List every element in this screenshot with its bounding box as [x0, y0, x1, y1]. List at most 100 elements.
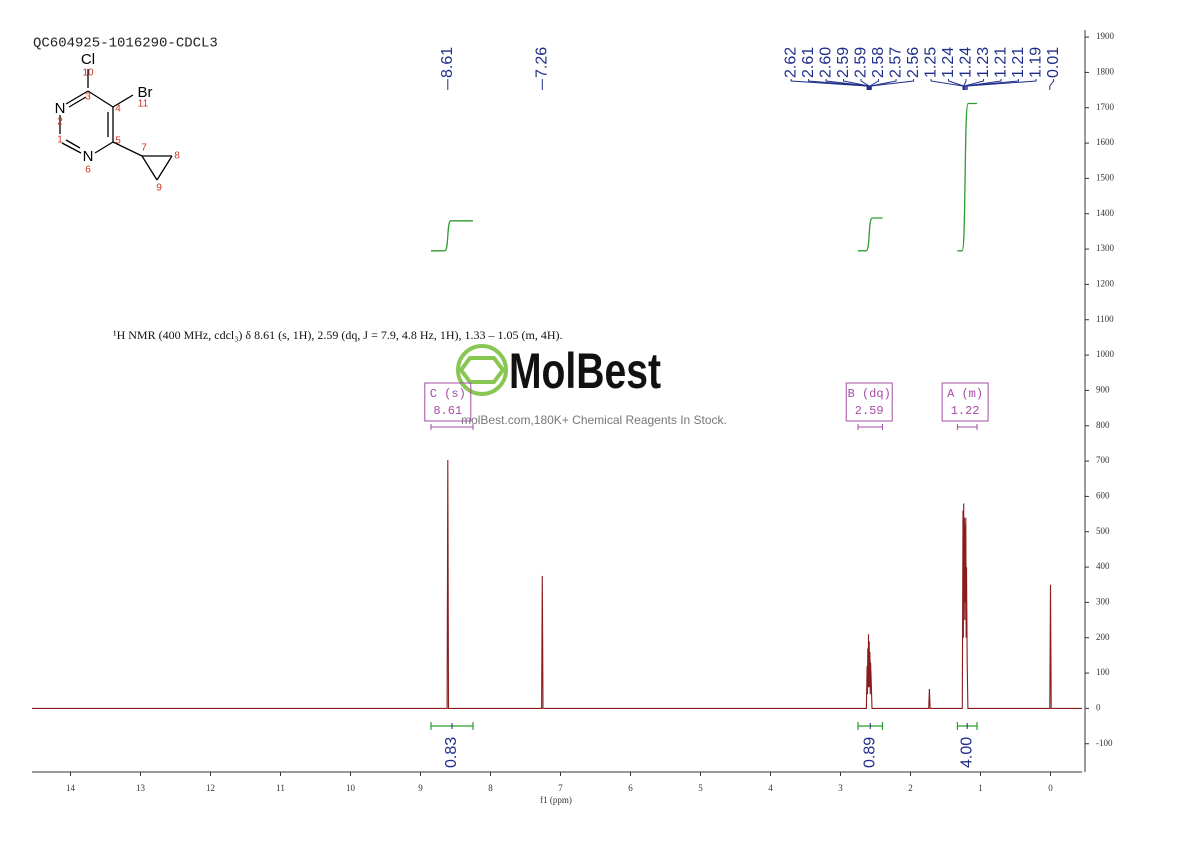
- annotation: ¹H NMR (400 MHz, cdcl₃) δ 8.61 (s, 1H), …: [113, 328, 563, 342]
- y-tick-label: 1400: [1096, 208, 1115, 218]
- y-tick-label: 1900: [1096, 31, 1115, 41]
- spectrum-line: [32, 460, 1082, 709]
- multiplet-box: [424, 382, 472, 422]
- bond: [141, 155, 158, 181]
- y-tick-label: 1100: [1096, 314, 1114, 324]
- peak-label: 1.19: [1027, 47, 1044, 78]
- x-tick-label: 12: [206, 783, 215, 793]
- integral-curve: [431, 220, 473, 252]
- peak-label: 2.59: [852, 47, 869, 78]
- y-tick-label: 500: [1096, 526, 1110, 536]
- atom-number: 11: [138, 99, 149, 110]
- peak-label: 2.60: [817, 47, 834, 78]
- atom-label: N: [55, 100, 66, 117]
- atom-number: 3: [85, 92, 91, 103]
- bond: [65, 139, 81, 149]
- peak-connector: [869, 79, 880, 90]
- x-tick-label: 13: [136, 783, 146, 793]
- integral-curve: [957, 102, 977, 252]
- peak-connector: [860, 79, 870, 90]
- peak-label: 1.24: [957, 47, 974, 78]
- peak-label: 2.56: [905, 47, 922, 78]
- bond: [68, 96, 87, 108]
- atom-number: 6: [85, 165, 91, 176]
- multiplet-range: [430, 424, 474, 430]
- peak-connector: [1049, 79, 1055, 90]
- peak-connector: [963, 79, 967, 90]
- peak-label: 1.24: [940, 47, 957, 78]
- y-tick-label: 600: [1096, 490, 1110, 500]
- y-tick-label: -100: [1096, 738, 1113, 748]
- peak-connector: [825, 79, 869, 90]
- x-axis-label: f1 (ppm): [540, 795, 572, 805]
- atom-number: 10: [82, 68, 94, 79]
- atom-number: 1: [57, 135, 63, 146]
- atom-label: Br: [138, 84, 153, 101]
- x-tick-label: 7: [558, 783, 563, 793]
- peak-connector: [808, 79, 869, 90]
- integral-label: 0.83: [443, 737, 460, 768]
- logo-hexagon: [458, 356, 506, 384]
- peak-label: 1.23: [975, 47, 992, 78]
- integral-label: 0.89: [861, 737, 878, 768]
- multiplet-name: C (s): [430, 387, 466, 401]
- watermark-subtitle: molBest.com,180K+ Chemical Reagents In S…: [461, 413, 727, 427]
- atom-number: 4: [115, 104, 121, 115]
- multiplet-shift: 2.59: [855, 404, 884, 418]
- bond: [65, 90, 89, 105]
- peak-connector: [870, 79, 897, 90]
- integral-label: 4.00: [958, 737, 975, 768]
- peak-connector: [870, 79, 915, 90]
- atom-label: N: [83, 148, 94, 165]
- peak-connector: [790, 79, 868, 90]
- structure: Cl Br N N 10 3 4 11 2 1 5 6 7 8 9: [55, 51, 181, 194]
- peak-label: 2.58: [870, 47, 887, 78]
- x-tick-label: 10: [346, 783, 356, 793]
- multiplet-shift: 1.22: [951, 404, 980, 418]
- bond: [87, 90, 114, 108]
- peak-label: 8.61: [439, 47, 456, 78]
- peak-label: 2.57: [887, 47, 904, 78]
- y-tick-label: 1300: [1096, 243, 1115, 253]
- y-tick-label: 1000: [1096, 349, 1115, 359]
- multiplet-shift: 8.61: [433, 404, 462, 418]
- x-tick-label: 4: [768, 783, 773, 793]
- peak-label: 1.25: [922, 47, 939, 78]
- y-tick-label: 0: [1096, 702, 1101, 712]
- x-tick-label: 9: [418, 783, 423, 793]
- watermark-logo: [456, 344, 508, 396]
- bond: [61, 142, 82, 154]
- peak-connector: [930, 79, 964, 90]
- bond: [94, 141, 114, 154]
- x-tick-label: 2: [908, 783, 913, 793]
- peak-connector: [965, 79, 1020, 90]
- atom-label: Cl: [81, 51, 95, 68]
- peak-label: 2.61: [800, 47, 817, 78]
- y-tick-label: 1500: [1096, 172, 1115, 182]
- x-tick-label: 6: [628, 783, 633, 793]
- peak-label: 7.26: [534, 47, 551, 78]
- y-tick-label: 300: [1096, 596, 1110, 606]
- multiplet-range: [956, 424, 978, 430]
- bond: [112, 94, 134, 108]
- x-tick-label: 0: [1048, 783, 1053, 793]
- logo-ring: [456, 344, 508, 396]
- x-tick-label: 5: [698, 783, 703, 793]
- peak-connector: [963, 79, 985, 90]
- peak-label: 0.01: [1045, 47, 1062, 78]
- peak-label: 1.21: [1010, 47, 1027, 78]
- multiplet-box: [941, 382, 989, 422]
- y-tick-label: 800: [1096, 420, 1110, 430]
- chart-title: QC604925-1016290-CDCL3: [33, 36, 218, 52]
- atom-number: 2: [57, 117, 63, 128]
- y-tick-label: 400: [1096, 561, 1110, 571]
- atom-number: 8: [174, 151, 180, 162]
- y-tick-label: 100: [1096, 667, 1110, 677]
- atom-number: 9: [156, 183, 162, 194]
- y-tick-label: 1700: [1096, 102, 1115, 112]
- x-tick-label: 3: [838, 783, 843, 793]
- y-tick-label: 1200: [1096, 278, 1115, 288]
- atom-number: 7: [141, 143, 147, 154]
- multiplet-box: [845, 382, 893, 422]
- peak-label: 2.59: [835, 47, 852, 78]
